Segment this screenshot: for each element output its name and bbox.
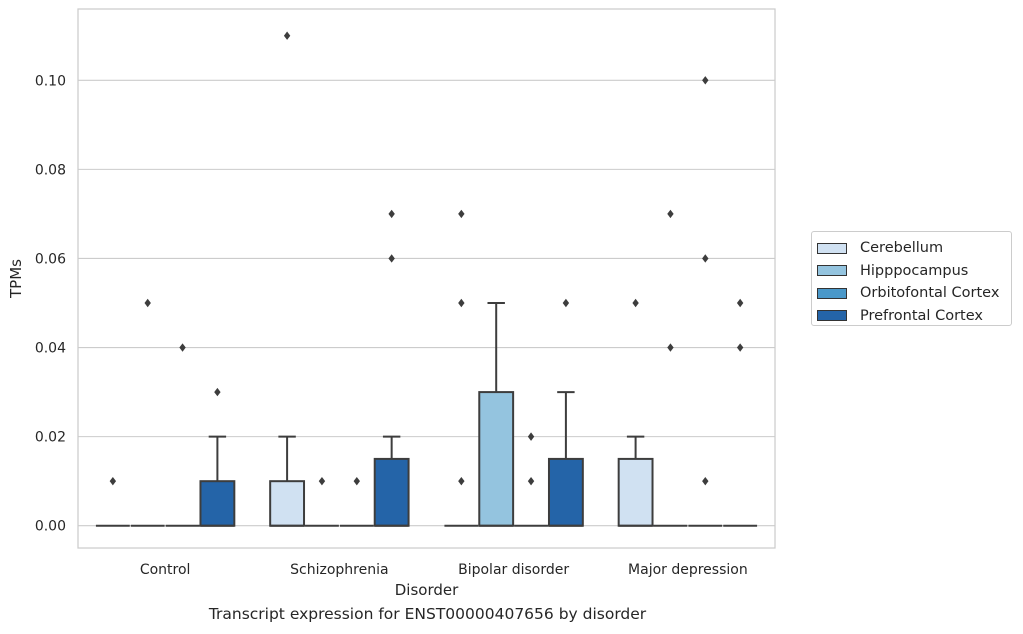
box-group bbox=[373, 209, 410, 527]
outlier-point bbox=[458, 298, 465, 308]
box-group bbox=[723, 298, 758, 527]
y-tick-label: 0.04 bbox=[35, 341, 66, 357]
legend-item: Prefrontal Cortex bbox=[817, 305, 1011, 328]
outlier-point bbox=[458, 209, 465, 219]
box-group bbox=[95, 476, 130, 527]
box-group bbox=[617, 298, 654, 527]
box-group bbox=[478, 302, 515, 527]
box bbox=[199, 480, 236, 527]
x-axis-label: Disorder bbox=[395, 581, 459, 599]
outlier-point bbox=[109, 476, 117, 486]
outlier-point bbox=[702, 254, 709, 263]
box-group bbox=[305, 476, 339, 527]
box-group bbox=[653, 209, 688, 527]
outlier-point bbox=[283, 31, 291, 40]
outlier-point bbox=[736, 343, 744, 352]
box-group bbox=[514, 432, 548, 527]
box-group bbox=[199, 387, 236, 527]
box-group bbox=[130, 298, 165, 527]
y-tick-label: 0.00 bbox=[35, 519, 66, 535]
x-tick-labels: Control Schizophrenia Bipolar disorder Majo… bbox=[140, 562, 748, 578]
outlier-point bbox=[632, 298, 639, 308]
chart-title: Transcript expression for ENST0000040765… bbox=[208, 605, 647, 623]
outlier-point bbox=[458, 476, 465, 486]
x-tick-label: Schizophrenia bbox=[290, 562, 388, 578]
legend-swatch bbox=[817, 287, 847, 299]
box-group bbox=[688, 76, 723, 527]
box-group bbox=[547, 298, 584, 527]
y-axis-label: TPMs bbox=[7, 259, 25, 299]
legend: Cerebellum Hipppocampus Orbitofontal Corte… bbox=[811, 231, 1012, 326]
y-tick-labels: 0.00 0.02 0.04 0.06 0.08 0.10 bbox=[35, 73, 66, 534]
box bbox=[547, 457, 584, 527]
y-tick-label: 0.06 bbox=[35, 251, 66, 267]
box-group bbox=[165, 343, 200, 527]
outlier-point bbox=[353, 476, 360, 486]
outlier-point bbox=[214, 387, 221, 397]
y-tick-label: 0.02 bbox=[35, 430, 66, 446]
outlier-point bbox=[527, 476, 535, 486]
box bbox=[269, 480, 306, 527]
outlier-point bbox=[527, 432, 535, 441]
outlier-point bbox=[179, 343, 186, 352]
legend-label: Cerebellum bbox=[860, 240, 944, 257]
box-group bbox=[269, 31, 306, 527]
box-group bbox=[444, 209, 479, 527]
box-marks bbox=[95, 31, 758, 527]
x-tick-label: Control bbox=[140, 562, 191, 578]
legend-item: Orbitofontal Cortex bbox=[817, 282, 1011, 305]
outlier-point bbox=[667, 343, 674, 352]
y-tick-label: 0.10 bbox=[35, 73, 66, 89]
outlier-point bbox=[388, 254, 395, 263]
outlier-point bbox=[667, 209, 674, 219]
x-tick-label: Major depression bbox=[628, 562, 748, 578]
outlier-point bbox=[318, 476, 326, 486]
box-group bbox=[339, 476, 374, 527]
outlier-point bbox=[702, 476, 709, 486]
legend-swatch bbox=[817, 310, 847, 322]
outlier-point bbox=[562, 298, 570, 308]
legend-label: Orbitofontal Cortex bbox=[860, 285, 1000, 302]
legend-swatch bbox=[817, 265, 847, 277]
box bbox=[373, 457, 410, 527]
outlier-point bbox=[388, 209, 395, 219]
plot-frame bbox=[77, 8, 776, 549]
box bbox=[478, 391, 515, 527]
legend-item: Hipppocampus bbox=[817, 260, 1011, 283]
legend-item: Cerebellum bbox=[817, 237, 1011, 260]
outlier-point bbox=[702, 76, 709, 85]
x-tick-label: Bipolar disorder bbox=[458, 562, 569, 578]
plot-background bbox=[78, 9, 775, 548]
y-tick-label: 0.08 bbox=[35, 162, 66, 178]
legend-label: Hipppocampus bbox=[860, 262, 969, 279]
outlier-point bbox=[736, 298, 744, 308]
legend-label: Prefrontal Cortex bbox=[860, 307, 983, 324]
box bbox=[617, 457, 654, 527]
outlier-point bbox=[144, 298, 151, 308]
legend-swatch bbox=[817, 242, 847, 254]
